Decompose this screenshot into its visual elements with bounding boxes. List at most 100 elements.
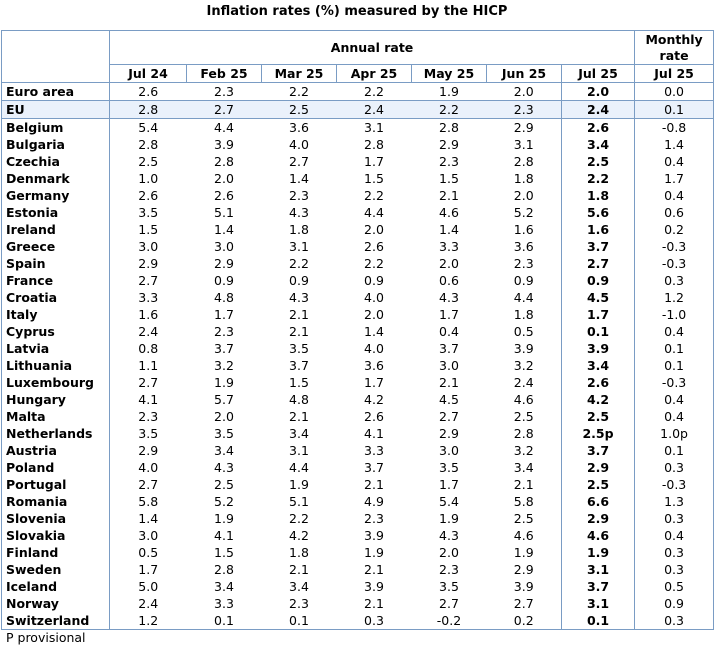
annual-rate-cell: 4.3 bbox=[439, 289, 459, 305]
annual-rate-cell: 1.8 bbox=[513, 170, 534, 186]
country-name: Czechia bbox=[1, 153, 110, 170]
column-header: Mar 25 bbox=[261, 64, 337, 83]
table-row: Romania 5.8 5.2 5.1 4.9 5.4 5.8 6.6 1.3 bbox=[1, 493, 714, 510]
monthly-rate-cell: 0.6 bbox=[634, 204, 714, 221]
country-name: Latvia bbox=[1, 340, 110, 357]
monthly-rate-cell: 0.4 bbox=[634, 391, 714, 408]
annual-rate-cell: 2.3 bbox=[486, 100, 562, 119]
column-header: Feb 25 bbox=[186, 64, 262, 83]
annual-rate-cell: 3.0 bbox=[439, 357, 459, 373]
country-name: Malta bbox=[1, 408, 110, 425]
country-name: Switzerland bbox=[1, 612, 110, 630]
annual-rate-cell: 4.5 bbox=[560, 289, 636, 306]
table-row: Denmark 1.0 2.0 1.4 1.5 1.5 1.8 2.2 1.7 bbox=[1, 170, 714, 187]
annual-rate-cell: 2.7 bbox=[289, 153, 309, 169]
monthly-rate-cell: 0.4 bbox=[634, 153, 714, 170]
annual-rate-cell: 2.1 bbox=[364, 595, 384, 611]
annual-rate-cell: 2.3 bbox=[214, 323, 234, 339]
country-name: Netherlands bbox=[1, 425, 110, 442]
annual-rate-cell: 2.7 bbox=[439, 595, 459, 611]
annual-rate-cell: 2.4 bbox=[138, 323, 159, 339]
table-row: Latvia 0.8 3.7 3.5 4.0 3.7 3.9 3.9 0.1 bbox=[1, 340, 714, 357]
annual-rate-cell: 2.0 bbox=[439, 544, 459, 560]
column-header: Jun 25 bbox=[486, 64, 562, 83]
annual-rate-cell: 4.3 bbox=[289, 204, 309, 220]
annual-rate-cell: 3.3 bbox=[214, 595, 234, 611]
monthly-rate-cell: -0.3 bbox=[634, 476, 714, 493]
annual-rate-cell: 3.1 bbox=[289, 238, 309, 254]
annual-rate-cell: 2.8 bbox=[214, 153, 234, 169]
annual-rate-cell: 3.4 bbox=[214, 578, 234, 594]
annual-rate-cell: 2.9 bbox=[214, 255, 234, 271]
annual-rate-cell: 5.8 bbox=[513, 493, 534, 509]
annual-rate-cell: 1.9 bbox=[411, 82, 487, 101]
annual-rate-cell: 2.0 bbox=[439, 255, 459, 271]
annual-rate-cell: 3.1 bbox=[364, 119, 384, 135]
annual-rate-cell: 2.4 bbox=[513, 374, 534, 390]
table-row: Norway 2.4 3.3 2.3 2.1 2.7 2.7 3.1 0.9 bbox=[1, 595, 714, 612]
annual-rate-cell: 1.5 bbox=[439, 170, 459, 186]
annual-rate-cell: 5.4 bbox=[138, 119, 159, 135]
monthly-rate-cell: -0.3 bbox=[634, 255, 714, 272]
annual-rate-cell: 3.7 bbox=[560, 578, 636, 595]
annual-rate-cell: 1.7 bbox=[364, 374, 384, 390]
annual-rate-cell: 2.6 bbox=[560, 374, 636, 391]
annual-rate-cell: 2.7 bbox=[560, 255, 636, 272]
annual-rate-cell: 2.3 bbox=[138, 408, 159, 424]
annual-rate-cell: 2.1 bbox=[289, 408, 309, 424]
annual-rate-cell: 2.5 bbox=[560, 476, 636, 493]
annual-rate-cell: 0.9 bbox=[364, 272, 384, 288]
table-row: Cyprus 2.4 2.3 2.1 1.4 0.4 0.5 0.1 0.4 bbox=[1, 323, 714, 340]
table-row: Portugal 2.7 2.5 1.9 2.1 1.7 2.1 2.5 -0.3 bbox=[1, 476, 714, 493]
monthly-rate-cell: 0.4 bbox=[634, 323, 714, 340]
annual-rate-cell: 5.1 bbox=[214, 204, 234, 220]
annual-rate-cell: 1.4 bbox=[214, 221, 234, 237]
annual-rate-cell: 0.4 bbox=[439, 323, 459, 339]
country-name: Austria bbox=[1, 442, 110, 459]
annual-rate-cell: 4.1 bbox=[138, 391, 159, 407]
column-header: Jul 24 bbox=[109, 64, 187, 83]
table-row: Euro area 2.6 2.3 2.2 2.2 1.9 2.0 2.0 0.0 bbox=[1, 82, 714, 101]
annual-rate-cell: 2.2 bbox=[364, 187, 384, 203]
header-corner bbox=[1, 30, 110, 83]
monthly-rate-cell: 0.3 bbox=[634, 510, 714, 527]
annual-rate-cell: 3.1 bbox=[560, 595, 636, 612]
annual-rate-cell: 3.9 bbox=[364, 527, 384, 543]
annual-rate-cell: 2.8 bbox=[513, 425, 534, 441]
annual-rate-cell: 3.0 bbox=[214, 238, 234, 254]
annual-rate-cell: 2.9 bbox=[138, 442, 159, 458]
annual-rate-cell: 3.6 bbox=[364, 357, 384, 373]
annual-rate-cell: 2.2 bbox=[289, 510, 309, 526]
monthly-rate-cell: 1.4 bbox=[634, 136, 714, 153]
annual-rate-cell: 4.4 bbox=[364, 204, 384, 220]
table-row: Slovenia 1.4 1.9 2.2 2.3 1.9 2.5 2.9 0.3 bbox=[1, 510, 714, 527]
table-row: Czechia 2.5 2.8 2.7 1.7 2.3 2.8 2.5 0.4 bbox=[1, 153, 714, 170]
annual-rate-cell: 3.9 bbox=[560, 340, 636, 357]
annual-rate-cell: 2.9 bbox=[138, 255, 159, 271]
table-row: Luxembourg 2.7 1.9 1.5 1.7 2.1 2.4 2.6 -0.3 bbox=[1, 374, 714, 391]
country-name: Slovenia bbox=[1, 510, 110, 527]
table-row: Hungary 4.1 5.7 4.8 4.2 4.5 4.6 4.2 0.4 bbox=[1, 391, 714, 408]
table-row: Lithuania 1.1 3.2 3.7 3.6 3.0 3.2 3.4 0.1 bbox=[1, 357, 714, 374]
annual-rate-cell: 3.7 bbox=[560, 442, 636, 459]
annual-rate-cell: -0.2 bbox=[411, 612, 487, 630]
annual-rate-cell: 3.5 bbox=[214, 425, 234, 441]
annual-rate-cell: 3.4 bbox=[560, 136, 636, 153]
country-name: Slovakia bbox=[1, 527, 110, 544]
annual-rate-cell: 3.6 bbox=[289, 119, 309, 135]
annual-rate-cell: 1.8 bbox=[289, 221, 309, 237]
annual-rate-cell: 2.2 bbox=[336, 82, 412, 101]
annual-rate-cell: 1.9 bbox=[513, 544, 534, 560]
country-name: Belgium bbox=[1, 118, 110, 136]
monthly-rate-cell: -1.0 bbox=[634, 306, 714, 323]
monthly-rate-cell: 0.0 bbox=[634, 82, 714, 101]
monthly-rate-cell: 0.2 bbox=[634, 221, 714, 238]
annual-rate-cell: 1.1 bbox=[138, 357, 159, 373]
annual-rate-cell: 4.4 bbox=[289, 459, 309, 475]
annual-rate-cell: 2.2 bbox=[289, 255, 309, 271]
annual-rate-cell: 5.7 bbox=[214, 391, 234, 407]
annual-rate-cell: 2.1 bbox=[439, 187, 459, 203]
annual-rate-cell: 4.0 bbox=[138, 459, 159, 475]
annual-rate-cell: 2.0 bbox=[486, 82, 562, 101]
table-row: Iceland 5.0 3.4 3.4 3.9 3.5 3.9 3.7 0.5 bbox=[1, 578, 714, 595]
